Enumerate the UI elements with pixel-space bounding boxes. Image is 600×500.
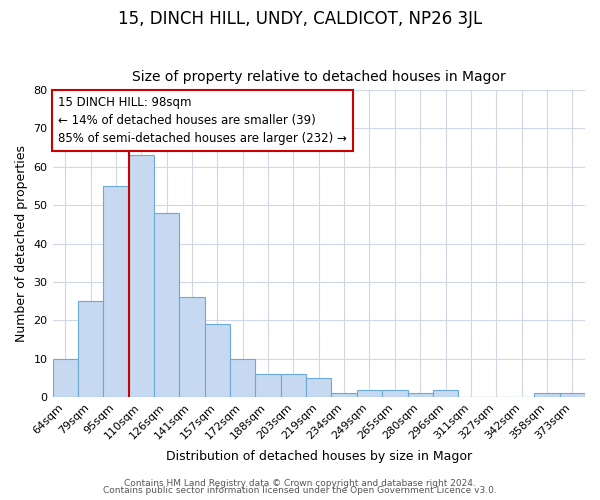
Bar	[154, 213, 179, 398]
Bar	[103, 186, 128, 398]
Bar	[230, 359, 256, 398]
Bar	[205, 324, 230, 398]
Bar	[306, 378, 331, 398]
Bar	[382, 390, 407, 398]
X-axis label: Distribution of detached houses by size in Magor: Distribution of detached houses by size …	[166, 450, 472, 462]
Bar	[534, 394, 560, 398]
Bar	[407, 394, 433, 398]
Bar	[560, 394, 585, 398]
Bar	[433, 390, 458, 398]
Text: 15, DINCH HILL, UNDY, CALDICOT, NP26 3JL: 15, DINCH HILL, UNDY, CALDICOT, NP26 3JL	[118, 10, 482, 28]
Bar	[281, 374, 306, 398]
Y-axis label: Number of detached properties: Number of detached properties	[15, 145, 28, 342]
Bar	[53, 359, 78, 398]
Bar	[128, 155, 154, 398]
Text: Contains public sector information licensed under the Open Government Licence v3: Contains public sector information licen…	[103, 486, 497, 495]
Bar	[179, 298, 205, 398]
Text: 15 DINCH HILL: 98sqm
← 14% of detached houses are smaller (39)
85% of semi-detac: 15 DINCH HILL: 98sqm ← 14% of detached h…	[58, 96, 347, 145]
Bar	[331, 394, 357, 398]
Title: Size of property relative to detached houses in Magor: Size of property relative to detached ho…	[132, 70, 506, 85]
Text: Contains HM Land Registry data © Crown copyright and database right 2024.: Contains HM Land Registry data © Crown c…	[124, 478, 476, 488]
Bar	[256, 374, 281, 398]
Bar	[357, 390, 382, 398]
Bar	[78, 301, 103, 398]
